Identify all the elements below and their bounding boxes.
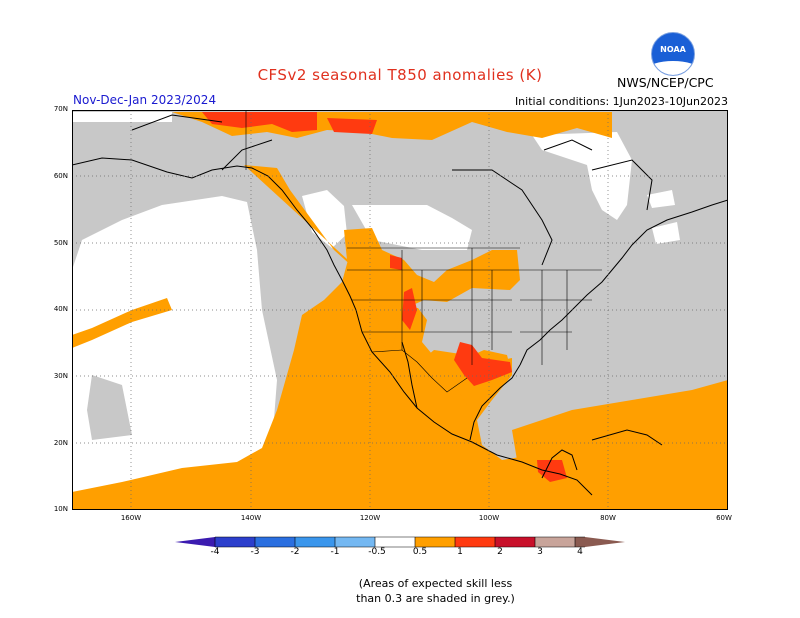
colorbar-label: -1 [330, 547, 340, 557]
lon-label: 100W [478, 514, 500, 522]
colorbar-bin [415, 537, 455, 547]
coastlines [72, 114, 728, 496]
colorbar-label: -3 [250, 547, 260, 557]
colorbar-bin [495, 537, 535, 547]
colorbar-label: -0.5 [368, 547, 386, 557]
colorbar-bin [215, 537, 255, 547]
skill-note-line: (Areas of expected skill less [358, 577, 513, 590]
lat-label: 40N [53, 305, 68, 313]
colorbar-arrow-high [585, 537, 625, 547]
colorbar-label: -4 [210, 547, 220, 557]
colorbar-bin [295, 537, 335, 547]
noaa-logo-text: NOAA [660, 45, 686, 54]
noaa-logo: NOAA [651, 32, 695, 76]
lon-label: 160W [120, 514, 142, 522]
anomaly-map [72, 110, 728, 510]
forecast-period: Nov-Dec-Jan 2023/2024 [73, 93, 217, 107]
lon-label: 60W [716, 514, 732, 522]
lat-label: 60N [53, 172, 68, 180]
agency-label: NWS/NCEP/CPC [617, 75, 714, 90]
colorbar-label: 3 [537, 547, 543, 557]
lat-label: 10N [53, 505, 68, 513]
map-title: CFSv2 seasonal T850 anomalies (K) [257, 66, 543, 84]
colorbar-arrow-low [175, 537, 215, 547]
colorbar-bin [375, 537, 415, 547]
lon-label: 140W [240, 514, 262, 522]
colorbar-bin [575, 537, 585, 547]
initial-conditions: Initial conditions: 1Jun2023-10Jun2023 [514, 95, 728, 108]
colorbar-bin [535, 537, 575, 547]
map-frame [72, 110, 728, 510]
lon-label: 120W [359, 514, 381, 522]
colorbar-label: 2 [497, 547, 503, 557]
colorbar-bin [255, 537, 295, 547]
lat-label: 30N [53, 372, 68, 380]
colorbar-bin [335, 537, 375, 547]
warm-anomaly-1-2 [202, 112, 567, 482]
lat-label: 50N [53, 239, 68, 247]
colorbar-label: -2 [290, 547, 300, 557]
colorbar-label: 4 [577, 547, 583, 557]
colorbar-label: 0.5 [412, 547, 428, 557]
lon-label: 80W [600, 514, 616, 522]
lat-label: 20N [53, 439, 68, 447]
skill-note: (Areas of expected skill less than 0.3 a… [0, 576, 800, 606]
political-borders [245, 110, 602, 393]
graticule [72, 110, 728, 510]
colorbar-bin [455, 537, 495, 547]
skill-note-line: than 0.3 are shaded in grey.) [356, 592, 515, 605]
lat-label: 70N [53, 105, 68, 113]
colorbar-label: 1 [457, 547, 463, 557]
color-scale-bar [175, 536, 625, 548]
